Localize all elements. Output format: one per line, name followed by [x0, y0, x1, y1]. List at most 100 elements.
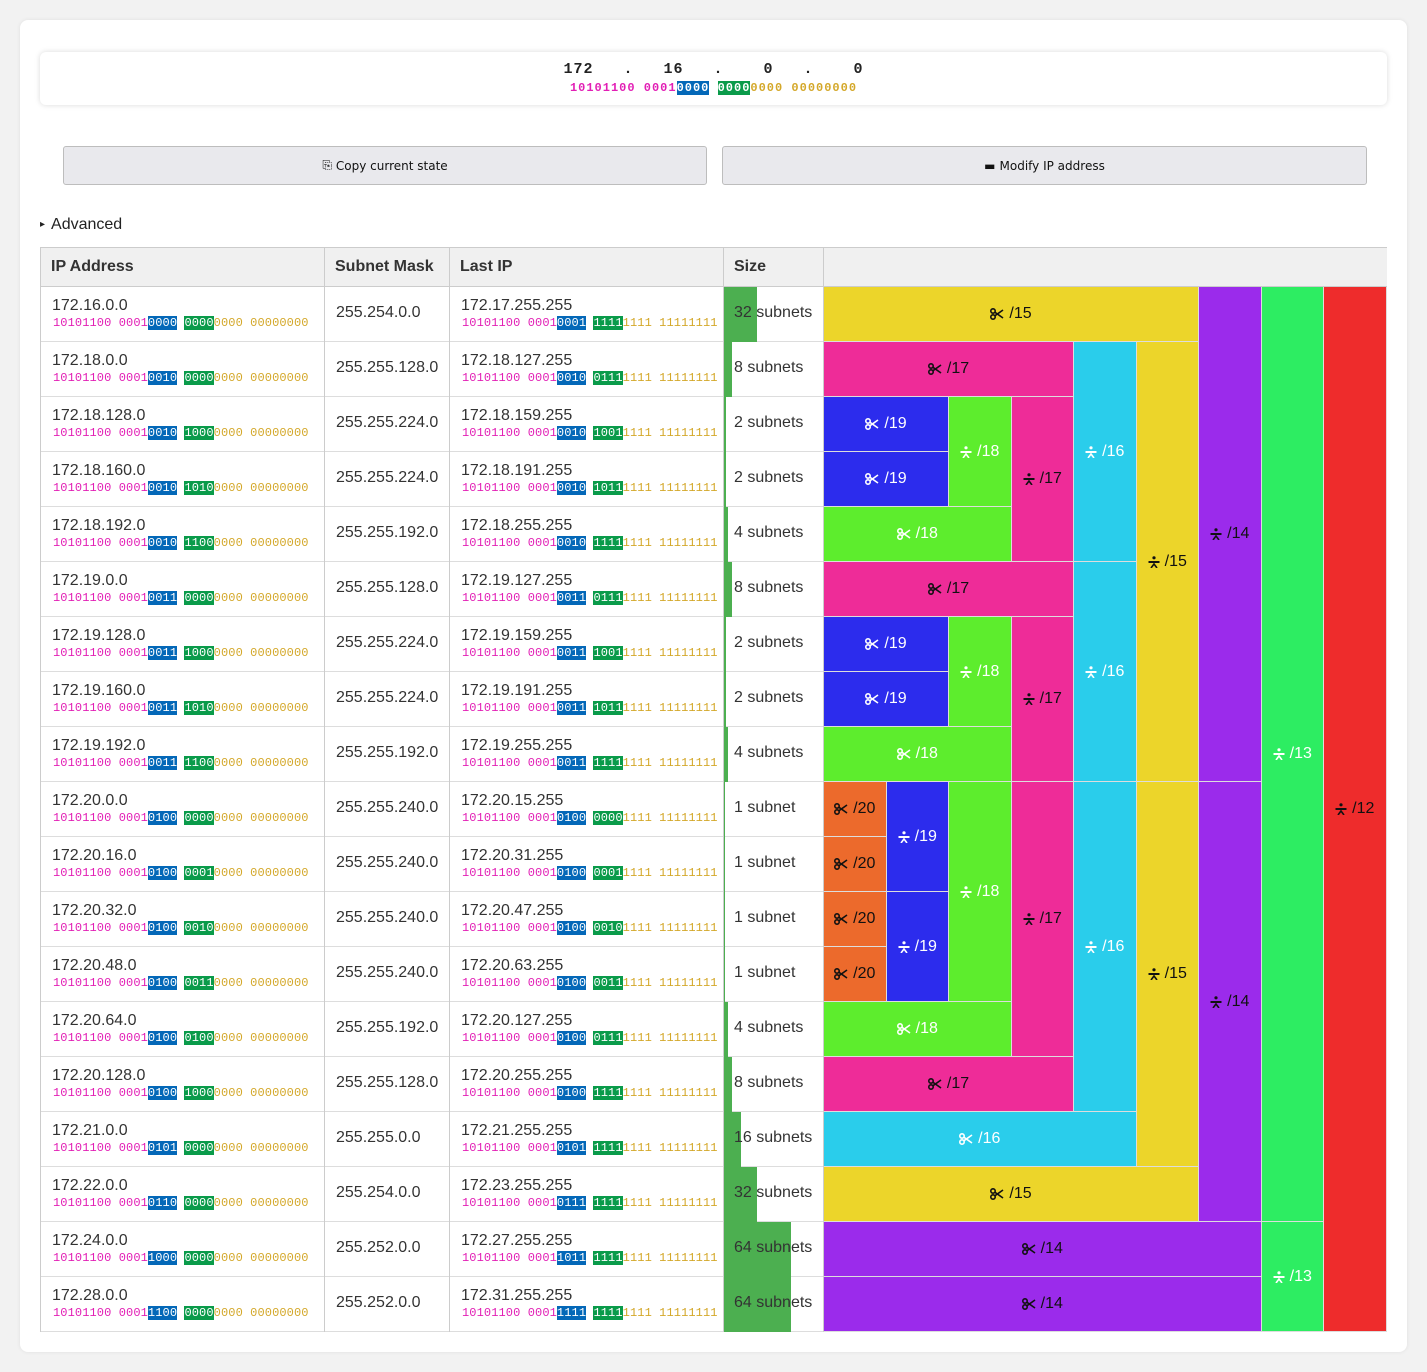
ip-binary: 10101100 00010011 10100000 00000000 [53, 701, 309, 715]
mask-text: 255.255.192.0 [336, 1019, 439, 1036]
ip-text: 172.24.0.0 [52, 1232, 128, 1249]
last-ip-binary: 10101100 00011111 11111111 11111111 [462, 1306, 718, 1320]
last-ip-text: 172.21.255.255 [461, 1122, 573, 1139]
join-block-17[interactable]: /17 [1011, 617, 1074, 782]
split-block-20[interactable]: /20 [824, 782, 887, 837]
scissors-icon [990, 308, 1009, 320]
ip-display[interactable]: 172 . 16 . 0 . 0 10101100 00010000 00000… [40, 52, 1387, 105]
split-block-20[interactable]: /20 [824, 947, 887, 1002]
split-block-15[interactable]: /15 [824, 1167, 1199, 1222]
last-ip-text: 172.17.255.255 [461, 297, 573, 314]
ip-text: 172.18.192.0 [52, 517, 146, 534]
mask-text: 255.255.240.0 [336, 964, 439, 981]
cell-last-ip: 172.19.127.255 10101100 00010011 01111111… [450, 562, 724, 617]
split-block-18[interactable]: /18 [824, 1002, 1012, 1057]
join-block-18[interactable]: /18 [949, 397, 1012, 507]
split-block-15[interactable]: /15 [824, 287, 1199, 342]
last-ip-text: 172.18.191.255 [461, 462, 573, 479]
join-block-15[interactable]: /15 [1136, 342, 1199, 782]
split-block-18[interactable]: /18 [824, 727, 1012, 782]
split-block-19[interactable]: /19 [824, 452, 949, 507]
size-bar [724, 672, 727, 727]
copy-state-button[interactable]: ⎘ Copy current state [63, 146, 707, 185]
last-ip-binary: 10101100 00010011 01111111 11111111 [462, 591, 718, 605]
cell-last-ip: 172.18.191.255 10101100 00010010 10111111… [450, 452, 724, 507]
join-block-12[interactable]: /12 [1324, 287, 1387, 1332]
join-icon [1148, 968, 1165, 980]
join-block-14[interactable]: /14 [1199, 287, 1262, 782]
join-block-19[interactable]: /19 [886, 782, 949, 892]
last-ip-binary: 10101100 00010010 01111111 11111111 [462, 371, 718, 385]
size-bar [724, 782, 726, 837]
table-row: 172.21.0.0 10101100 00010101 00000000 000… [41, 1112, 1387, 1167]
ip-binary: 10101100 00011100 00000000 00000000 [53, 1306, 309, 1320]
split-block-20[interactable]: /20 [824, 837, 887, 892]
ip-text: 172.19.0.0 [52, 572, 128, 589]
split-block-14[interactable]: /14 [824, 1277, 1262, 1332]
last-ip-text: 172.18.255.255 [461, 517, 573, 534]
table-row: 172.19.160.0 10101100 00010011 10100000 0… [41, 672, 1387, 727]
size-text: 1 subnet [734, 854, 796, 871]
modify-ip-button[interactable]: ▬ Modify IP address [722, 146, 1367, 185]
scissors-icon [927, 1078, 947, 1090]
split-block-16[interactable]: /16 [824, 1112, 1137, 1167]
ip-text: 172.19.128.0 [52, 627, 146, 644]
scissors-icon [865, 473, 884, 485]
cell-ip-address: 172.19.192.0 10101100 00010011 11000000 0… [41, 727, 325, 782]
ip-binary: 10101100 00010010 10100000 00000000 [53, 481, 309, 495]
cell-size: 2 subnets [724, 397, 824, 452]
split-block-17[interactable]: /17 [824, 342, 1074, 397]
advanced-toggle[interactable]: ▸ Advanced [40, 216, 123, 233]
split-block-20[interactable]: /20 [824, 892, 887, 947]
split-block-17[interactable]: /17 [824, 562, 1074, 617]
size-bar [724, 287, 758, 342]
join-block-13[interactable]: /13 [1261, 287, 1324, 1222]
cell-size: 8 subnets [724, 562, 824, 617]
join-block-17[interactable]: /17 [1011, 782, 1074, 1057]
split-block-17[interactable]: /17 [824, 1057, 1074, 1112]
prefix-label: /18 [977, 882, 1000, 900]
ip-binary: 10101100 00010101 00000000 00000000 [53, 1141, 309, 1155]
table-row: 172.24.0.0 10101100 00011000 00000000 000… [41, 1222, 1387, 1277]
ip-binary: 10101100 00011000 00000000 00000000 [53, 1251, 309, 1265]
cell-last-ip: 172.20.127.255 10101100 00010100 01111111… [450, 1002, 724, 1057]
table-row: 172.20.32.0 10101100 00010100 00100000 00… [41, 892, 1387, 947]
split-block-18[interactable]: /18 [824, 507, 1012, 562]
join-block-16[interactable]: /16 [1074, 782, 1137, 1112]
prefix-label: /19 [884, 690, 907, 707]
join-block-18[interactable]: /18 [949, 782, 1012, 1002]
mask-text: 255.255.192.0 [336, 744, 439, 761]
join-block-19[interactable]: /19 [886, 892, 949, 1002]
prefix-label: /17 [946, 580, 970, 597]
table-row: 172.20.0.0 10101100 00010100 00000000 000… [41, 782, 1387, 837]
split-block-19[interactable]: /19 [824, 397, 949, 452]
last-ip-text: 172.19.255.255 [461, 737, 573, 754]
split-block-19[interactable]: /19 [824, 672, 949, 727]
join-block-16[interactable]: /16 [1074, 562, 1137, 782]
split-block-14[interactable]: /14 [824, 1222, 1262, 1277]
mask-text: 255.255.224.0 [336, 689, 439, 706]
size-bar [724, 507, 729, 562]
cell-subnet-mask: 255.255.192.0 [325, 507, 450, 562]
join-block-18[interactable]: /18 [949, 617, 1012, 727]
cell-ip-address: 172.18.160.0 10101100 00010010 10100000 0… [41, 452, 325, 507]
cell-size: 64 subnets [724, 1222, 824, 1277]
cell-size: 1 subnet [724, 782, 824, 837]
cell-ip-address: 172.22.0.0 10101100 00010110 00000000 000… [41, 1167, 325, 1222]
prefix-label: /17 [946, 360, 970, 377]
join-block-17[interactable]: /17 [1011, 397, 1074, 562]
cell-size: 1 subnet [724, 892, 824, 947]
cell-last-ip: 172.18.255.255 10101100 00010010 11111111… [450, 507, 724, 562]
cell-ip-address: 172.21.0.0 10101100 00010101 00000000 000… [41, 1112, 325, 1167]
join-block-16[interactable]: /16 [1074, 342, 1137, 562]
cell-ip-address: 172.18.128.0 10101100 00010010 10000000 0… [41, 397, 325, 452]
subnet-table: IP Address Subnet Mask Last IP Size 172.… [40, 247, 1387, 1332]
cell-last-ip: 172.27.255.255 10101100 00011011 11111111… [450, 1222, 724, 1277]
join-block-13[interactable]: /13 [1261, 1222, 1324, 1332]
join-icon [898, 940, 915, 953]
join-block-14[interactable]: /14 [1199, 782, 1262, 1222]
last-ip-text: 172.20.47.255 [461, 902, 564, 919]
join-block-15[interactable]: /15 [1136, 782, 1199, 1167]
prefix-label: /19 [884, 470, 907, 487]
split-block-19[interactable]: /19 [824, 617, 949, 672]
